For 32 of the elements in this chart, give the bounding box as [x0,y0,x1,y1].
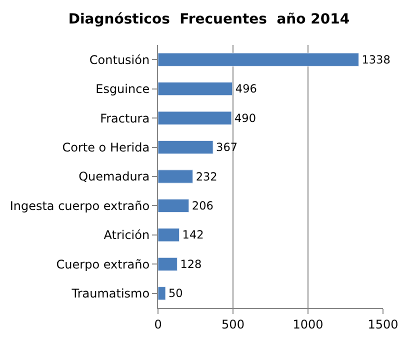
bar [158,228,180,242]
y-tick-label: Atrición [104,228,150,242]
data-label: 490 [234,112,256,125]
bar [158,111,232,125]
data-label: 142 [182,228,204,242]
bar [158,286,166,300]
bar [158,52,359,66]
data-label: 367 [216,141,238,154]
bar [158,257,178,271]
x-tick-label: 1500 [368,317,398,332]
y-tick-label: Esguince [96,82,150,96]
data-label: 206 [192,199,214,212]
chart-title: Diagnósticos Frecuentes año 2014 [68,11,350,28]
data-label: 232 [196,170,218,184]
y-tick-label: Contusión [89,52,150,67]
y-tick-label: Fractura [100,111,150,126]
data-label: 50 [168,287,183,300]
y-tick-label: Corte o Herida [62,140,150,154]
bar [158,170,194,184]
x-tick-label: 0 [154,317,162,332]
y-tick-label: Cuerpo extraño [56,257,150,272]
y-tick-label: Quemadura [78,170,150,184]
data-label: 128 [180,258,202,271]
data-label: 1338 [362,53,390,66]
x-tick-label: 500 [222,317,244,332]
y-tick-label: Traumatismo [70,286,150,301]
bar [158,140,214,154]
y-tick-label: Ingesta cuerpo extraño [10,198,150,213]
bar [158,82,233,96]
bar [158,198,190,213]
x-tick-label: 1000 [292,317,324,332]
data-label: 496 [235,82,257,96]
